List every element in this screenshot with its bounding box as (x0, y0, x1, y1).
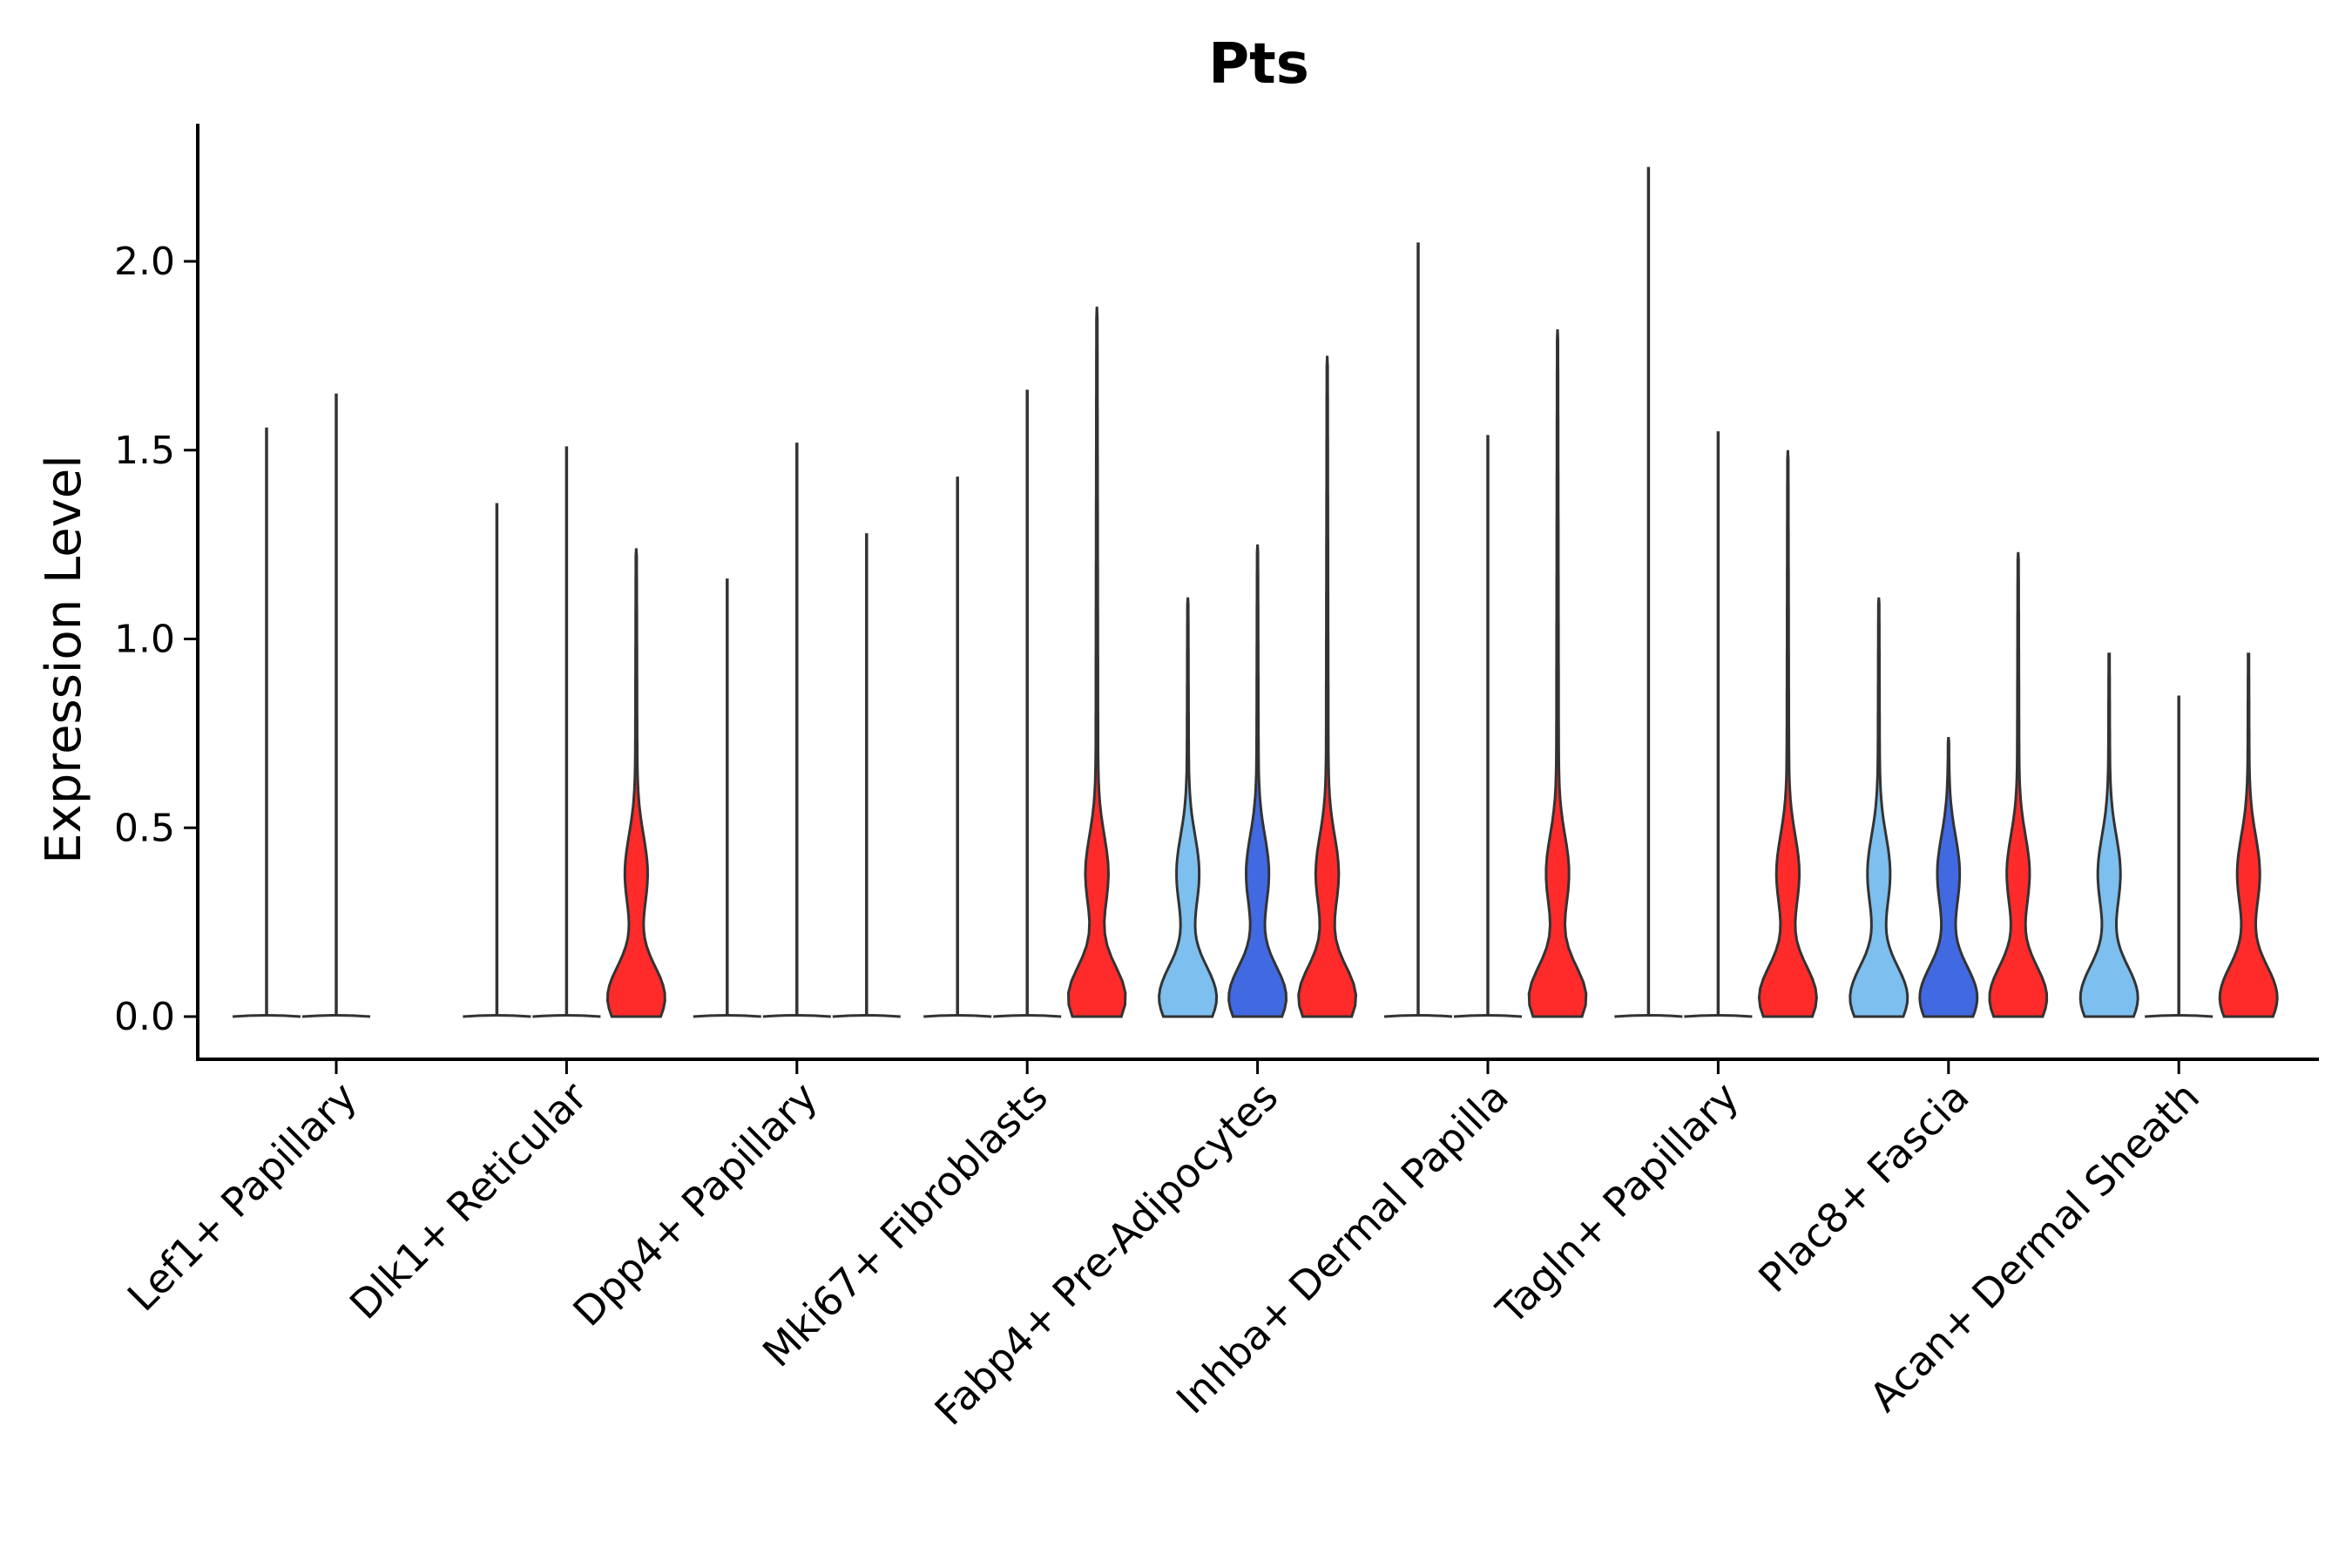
violin-body (1527, 328, 1588, 1018)
violin-base (923, 1014, 992, 1018)
y-tick-label: 1.5 (114, 429, 175, 473)
chart-title: Pts (1208, 32, 1309, 97)
violin-base (1453, 1014, 1523, 1018)
y-axis-ticks: 0.0 0.5 1.0 1.5 2.0 (114, 240, 198, 1039)
violin-base (993, 1014, 1062, 1018)
violin-body (2078, 652, 2139, 1018)
violin-body (1757, 449, 1818, 1018)
violin-base (762, 1014, 831, 1018)
violin-body (605, 548, 666, 1018)
violin-base (301, 1014, 371, 1018)
y-axis-label: Expression Level (36, 455, 92, 864)
violin-base (1383, 1014, 1453, 1018)
violin-base (2145, 1014, 2213, 1018)
violin-base (832, 1014, 901, 1018)
x-tick-label: Plac8+ Fascia (1749, 1073, 1977, 1301)
violin-body (1297, 355, 1358, 1018)
x-tick-label: Lef1+ Papillary (118, 1073, 366, 1321)
violin-body (1918, 737, 1979, 1018)
violin-base (1684, 1014, 1753, 1018)
violin-marks (232, 166, 2279, 1018)
y-tick-label: 0.0 (114, 995, 175, 1039)
x-tick-label: Dpp4+ Papillary (564, 1073, 826, 1335)
violin-base (532, 1014, 601, 1018)
x-tick-label: Dlk1+ Reticular (341, 1073, 596, 1328)
violin-base (1614, 1014, 1683, 1018)
violin-base (693, 1014, 761, 1018)
violin-body (1227, 544, 1288, 1018)
violin-body (1988, 551, 2049, 1018)
violin-body (1066, 306, 1127, 1018)
y-tick-label: 1.0 (114, 618, 175, 662)
violin-body (2218, 652, 2279, 1018)
y-tick-label: 0.5 (114, 806, 175, 850)
y-tick-label: 2.0 (114, 240, 175, 284)
violin-base (232, 1014, 301, 1018)
violin-body (1848, 597, 1909, 1018)
violin-base (463, 1014, 531, 1018)
x-tick-label: Tagln+ Papillary (1487, 1073, 1748, 1335)
violin-body (1158, 597, 1219, 1018)
